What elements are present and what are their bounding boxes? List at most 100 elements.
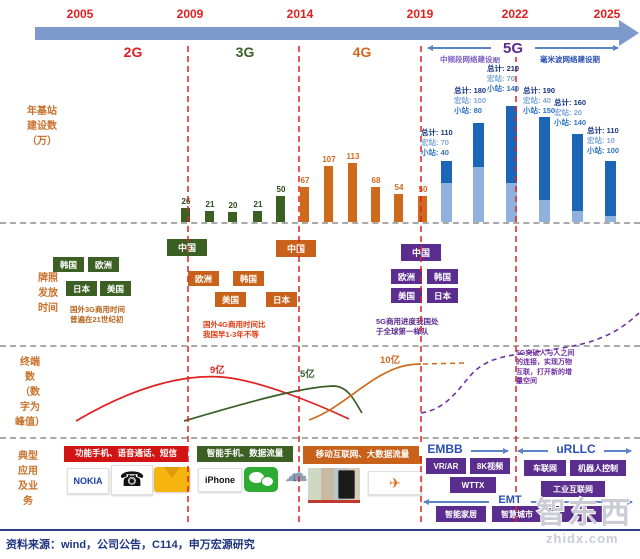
nokia-logo: NOKIA bbox=[67, 468, 109, 494]
peak-4g-label: 10亿 bbox=[380, 355, 401, 366]
app-box-emt bbox=[548, 506, 602, 522]
phase-label-mmwave: 毫米波网络建设期 bbox=[540, 55, 600, 64]
app-header-3g: 智能手机、数据流量 bbox=[197, 446, 293, 462]
bar-4g-value: 50 bbox=[418, 185, 428, 194]
phase-label-mid-band: 中频段网络建设期 bbox=[440, 55, 500, 64]
bar-5g-label-total: 总计: 210 bbox=[487, 64, 520, 73]
bar-4g-value: 54 bbox=[394, 183, 404, 192]
bar-5g-small-segment bbox=[539, 117, 550, 200]
emt-label: EMT bbox=[489, 494, 531, 506]
peak-3g-label: 5亿 bbox=[300, 369, 315, 380]
mobile-internet-collage-icon bbox=[308, 468, 360, 503]
bar-5g-label-macro: 宏站: 10 bbox=[587, 136, 615, 145]
app-box-urllc: 工业互联网 bbox=[541, 481, 605, 497]
section-divider bbox=[0, 437, 640, 439]
section-divider bbox=[0, 345, 640, 347]
bar-4g bbox=[324, 166, 333, 222]
bar-3g bbox=[253, 211, 262, 222]
axis-label-base-stations: 年基站 建设数 （万） bbox=[27, 106, 57, 147]
peak-2g-label: 9亿 bbox=[210, 365, 225, 376]
license-box-4g-日本: 日本 bbox=[266, 292, 297, 307]
generation-label-4g: 4G bbox=[352, 44, 372, 60]
bar-4g-value: 113 bbox=[346, 152, 360, 161]
license-box-3g-韩国: 韩国 bbox=[53, 257, 84, 272]
iphone-logo-text: iPhone bbox=[204, 475, 235, 485]
license-box-5g-韩国: 韩国 bbox=[427, 269, 458, 284]
bar-3g-value: 20 bbox=[228, 201, 238, 210]
news-app-logo: ✈ bbox=[368, 471, 422, 495]
bar-4g-value: 67 bbox=[300, 176, 310, 185]
nokia-logo-text: NOKIA bbox=[73, 476, 103, 486]
bar-3g bbox=[181, 208, 190, 222]
bar-5g-macro-segment bbox=[441, 183, 452, 222]
bar-3g-value: 26 bbox=[181, 197, 191, 206]
watermark-url: zhidx.com bbox=[546, 531, 619, 546]
timeline-gridline bbox=[187, 46, 189, 522]
year-label: 2025 bbox=[593, 7, 621, 21]
app-box-embb: VR/AR bbox=[426, 458, 466, 474]
timeline-gridline bbox=[420, 46, 422, 522]
year-label: 2005 bbox=[66, 7, 94, 21]
phone-handset-icon: ☎ bbox=[111, 465, 153, 495]
license-box-4g-美国: 美国 bbox=[215, 292, 246, 307]
license-box-5g-日本: 日本 bbox=[427, 288, 458, 303]
curve-5g-terminals-dashed bbox=[420, 312, 640, 414]
cloud-glyph: ☁ bbox=[284, 460, 308, 487]
bar-5g-macro-segment bbox=[605, 216, 616, 222]
bar-5g-small-segment bbox=[572, 134, 583, 211]
bar-4g bbox=[371, 187, 380, 222]
bar-3g-value: 50 bbox=[276, 185, 286, 194]
year-label: 2022 bbox=[501, 7, 529, 21]
cloud-download-icon: ☁ ↓ bbox=[282, 462, 310, 492]
bar-5g-label-total: 总计: 190 bbox=[523, 86, 556, 95]
bar-3g-value: 21 bbox=[205, 200, 215, 209]
source-text: 资料来源：wind，公司公告，C114，申万宏源研究 bbox=[6, 539, 255, 551]
generation-label-3g: 3G bbox=[235, 44, 255, 60]
note-5g-terminals: 5G突破人与人之间 的连接，实现万物 互联，打开新的增 量空间 bbox=[516, 350, 575, 386]
bar-5g-label-total: 总计: 180 bbox=[454, 86, 487, 95]
bar-3g-value: 21 bbox=[253, 200, 263, 209]
bar-3g bbox=[205, 211, 214, 222]
bar-4g bbox=[418, 196, 427, 222]
app-box-urllc: 车联网 bbox=[524, 460, 566, 476]
license-box-5g-美国: 美国 bbox=[391, 288, 422, 303]
app-box-emt: 智慧城市 bbox=[492, 506, 542, 522]
generation-label-5g: 5G bbox=[491, 40, 535, 57]
urllc-label: uRLLC bbox=[548, 442, 604, 456]
curve-4g-projection bbox=[422, 362, 465, 365]
bar-4g-value: 107 bbox=[322, 155, 336, 164]
timeline-gridline bbox=[298, 46, 300, 522]
bar-5g-macro-segment bbox=[539, 200, 550, 222]
bar-5g-label-macro: 宏站: 20 bbox=[554, 108, 582, 117]
embb-label: EMBB bbox=[419, 442, 471, 456]
license-box-4g-韩国: 韩国 bbox=[233, 271, 264, 286]
year-label: 2014 bbox=[286, 7, 314, 21]
axis-label-terminals: 终端 数 （数 字为 峰值） bbox=[15, 357, 45, 428]
watermark-logo: 智东西 bbox=[536, 497, 632, 530]
bar-5g-macro-segment bbox=[572, 211, 583, 222]
bar-5g-label-small: 小站: 100 bbox=[587, 146, 620, 155]
bar-5g-small-segment bbox=[605, 161, 616, 216]
bar-5g-label-macro: 宏站: 40 bbox=[523, 96, 551, 105]
app-box-embb: WTTX bbox=[450, 477, 496, 493]
timeline-arrowhead-icon bbox=[619, 20, 639, 46]
axis-label-applications: 典型 应用 及业 务 bbox=[18, 451, 38, 507]
bar-5g-small-segment bbox=[473, 123, 484, 167]
generation-label-2g: 2G bbox=[123, 44, 143, 60]
bar-4g bbox=[300, 187, 309, 222]
bar-4g bbox=[348, 163, 357, 222]
license-box-4g-欧洲: 欧洲 bbox=[188, 271, 219, 286]
bar-5g-label-macro: 宏站: 70 bbox=[487, 74, 515, 83]
license-box-4g-中国: 中国 bbox=[276, 240, 316, 257]
section-divider bbox=[0, 222, 640, 224]
wechat-icon bbox=[244, 467, 278, 492]
bar-5g-macro-segment bbox=[473, 167, 484, 222]
app-box-urllc: 机器人控制 bbox=[570, 460, 626, 476]
envelope-icon bbox=[154, 467, 190, 492]
app-box-emt: 智能家居 bbox=[436, 506, 486, 522]
bar-5g-label-small: 小站: 140 bbox=[554, 118, 587, 127]
bar-5g-label-macro: 宏站: 100 bbox=[454, 96, 487, 105]
timeline-gridline bbox=[515, 46, 517, 522]
